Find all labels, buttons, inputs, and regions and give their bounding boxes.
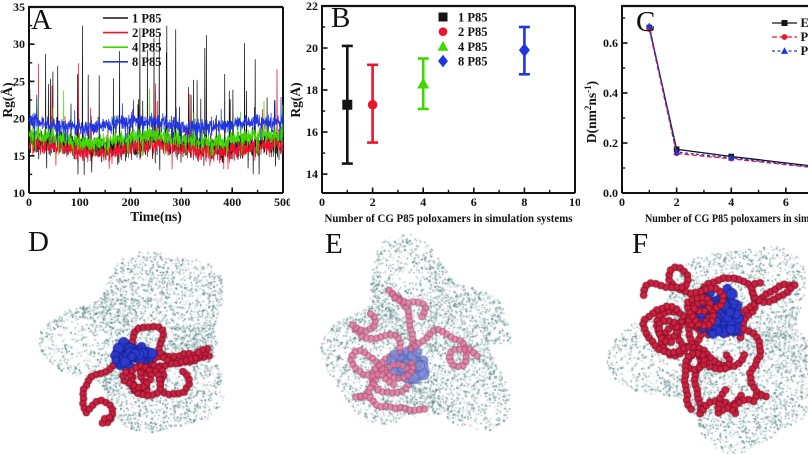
panel-label-a: A bbox=[31, 4, 52, 36]
svg-text:8 P85: 8 P85 bbox=[132, 55, 162, 69]
svg-text:18: 18 bbox=[306, 83, 318, 97]
micelle-snapshot-1p85 bbox=[15, 225, 285, 455]
svg-text:Number of CG P85 poloxamers in: Number of CG P85 poloxamers in simu bbox=[645, 213, 808, 225]
svg-text:10: 10 bbox=[569, 195, 580, 209]
svg-text:0.6: 0.6 bbox=[603, 36, 618, 50]
svg-text:0: 0 bbox=[619, 195, 625, 209]
svg-text:0: 0 bbox=[26, 195, 32, 209]
svg-text:0: 0 bbox=[319, 195, 325, 209]
svg-text:30: 30 bbox=[13, 37, 25, 51]
panel-label-d: D bbox=[28, 226, 49, 258]
svg-text:Rg(Å): Rg(Å) bbox=[0, 82, 15, 117]
svg-text:1 P85: 1 P85 bbox=[132, 11, 162, 25]
svg-text:E: E bbox=[801, 16, 808, 30]
svg-text:Rg(Å): Rg(Å) bbox=[290, 82, 303, 117]
svg-text:D(nm2ns-1): D(nm2ns-1) bbox=[583, 81, 599, 143]
micelle-snapshot-8p85 bbox=[548, 225, 808, 455]
svg-text:16: 16 bbox=[306, 125, 318, 139]
svg-text:4 P85: 4 P85 bbox=[458, 40, 488, 54]
svg-text:2: 2 bbox=[674, 195, 680, 209]
svg-text:14: 14 bbox=[306, 167, 318, 181]
svg-text:35: 35 bbox=[13, 0, 25, 14]
svg-text:P: P bbox=[801, 30, 808, 44]
svg-text:4: 4 bbox=[728, 195, 734, 209]
svg-text:4 P85: 4 P85 bbox=[132, 41, 162, 55]
panel-label-c: C bbox=[636, 6, 656, 38]
svg-text:4: 4 bbox=[420, 195, 426, 209]
svg-text:20: 20 bbox=[13, 112, 25, 126]
panel-label-e: E bbox=[325, 228, 343, 260]
svg-text:0.0: 0.0 bbox=[603, 186, 618, 200]
panel-label-f: F bbox=[632, 228, 649, 260]
svg-text:6: 6 bbox=[471, 195, 477, 209]
panel-label-b: B bbox=[331, 2, 351, 34]
svg-text:20: 20 bbox=[306, 41, 318, 55]
svg-text:Time(ns): Time(ns) bbox=[130, 209, 182, 224]
svg-text:0.4: 0.4 bbox=[603, 86, 618, 100]
svg-text:400: 400 bbox=[223, 195, 241, 209]
svg-text:8: 8 bbox=[521, 195, 527, 209]
diffusion-vs-count-chart: 0 2 4 6 0.0 0.2 0.4 0.6 EPP Number of CG P85 polo… bbox=[583, 4, 808, 225]
svg-text:2 P85: 2 P85 bbox=[458, 25, 488, 39]
svg-text:500: 500 bbox=[274, 195, 290, 209]
svg-text:1 P85: 1 P85 bbox=[458, 10, 488, 24]
svg-text:Number of CG P85 poloxamers in: Number of CG P85 poloxamers in simulatio… bbox=[325, 213, 573, 225]
svg-text:0.2: 0.2 bbox=[603, 136, 618, 150]
svg-text:300: 300 bbox=[172, 195, 190, 209]
svg-text:200: 200 bbox=[122, 195, 140, 209]
svg-text:25: 25 bbox=[13, 74, 25, 88]
svg-text:2 P85: 2 P85 bbox=[132, 26, 162, 40]
micelle-snapshot-faded bbox=[285, 225, 555, 455]
svg-text:P: P bbox=[801, 44, 808, 58]
svg-text:15: 15 bbox=[13, 149, 25, 163]
svg-text:8 P85: 8 P85 bbox=[458, 55, 488, 69]
svg-text:22: 22 bbox=[306, 0, 318, 13]
svg-text:100: 100 bbox=[71, 195, 89, 209]
svg-text:6: 6 bbox=[783, 195, 789, 209]
svg-text:10: 10 bbox=[13, 186, 25, 200]
svg-text:2: 2 bbox=[370, 195, 376, 209]
